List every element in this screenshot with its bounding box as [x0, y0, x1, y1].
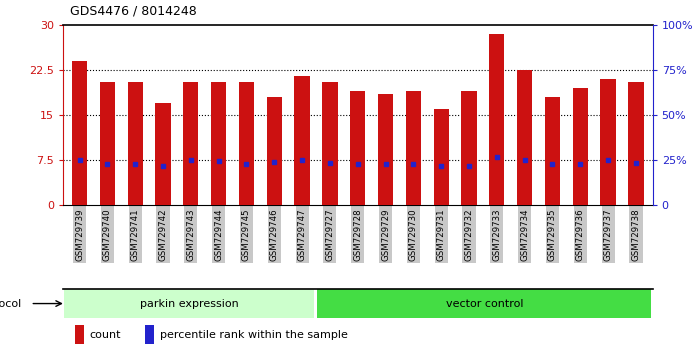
- Bar: [489, 34, 505, 205]
- Bar: [406, 91, 421, 205]
- Bar: [517, 70, 533, 205]
- Bar: [72, 61, 87, 205]
- Bar: [145, 325, 154, 344]
- Bar: [295, 76, 310, 205]
- Text: percentile rank within the sample: percentile rank within the sample: [161, 330, 348, 339]
- Bar: [239, 82, 254, 205]
- Bar: [628, 82, 644, 205]
- Text: GDS4476 / 8014248: GDS4476 / 8014248: [70, 5, 197, 18]
- Bar: [318, 289, 651, 318]
- Bar: [128, 82, 143, 205]
- Bar: [461, 91, 477, 205]
- Bar: [100, 82, 115, 205]
- Bar: [322, 82, 338, 205]
- Text: count: count: [89, 330, 121, 339]
- Bar: [378, 94, 393, 205]
- Text: parkin expression: parkin expression: [140, 298, 239, 309]
- Bar: [156, 103, 170, 205]
- Bar: [433, 109, 449, 205]
- Bar: [545, 97, 560, 205]
- Bar: [350, 91, 365, 205]
- Bar: [75, 325, 84, 344]
- Text: vector control: vector control: [445, 298, 523, 309]
- Bar: [600, 79, 616, 205]
- Text: protocol: protocol: [0, 298, 22, 309]
- Bar: [211, 82, 226, 205]
- Bar: [64, 289, 314, 318]
- Bar: [183, 82, 198, 205]
- Bar: [572, 88, 588, 205]
- Bar: [267, 97, 282, 205]
